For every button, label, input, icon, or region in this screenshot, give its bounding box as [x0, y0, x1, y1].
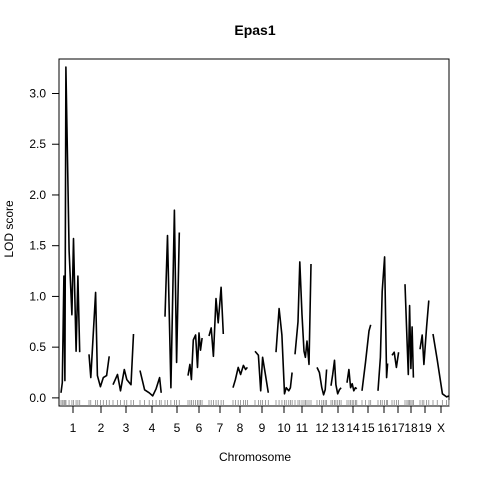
lod-series-chr-7 [208, 286, 225, 358]
lod-curve [60, 66, 450, 398]
lod-series-chr-17 [391, 351, 400, 369]
lod-series-chr-12 [316, 367, 328, 396]
x-tick-label: 19 [418, 421, 432, 435]
y-tick-label: 0.0 [29, 391, 46, 405]
x-tick-label: 6 [196, 421, 203, 435]
marker-rug [60, 400, 450, 406]
lod-series-chr-19 [419, 300, 430, 366]
lod-series-chr-13 [330, 359, 342, 395]
plot-frame [58, 58, 450, 407]
x-tick-label: 10 [277, 421, 291, 435]
x-axis-label: Chromosome [219, 450, 291, 464]
y-tick-label: 1.0 [29, 289, 46, 303]
y-tick-label: 3.0 [29, 86, 46, 100]
lod-series-chr-X [432, 333, 450, 398]
lod-series-chr-6 [187, 332, 203, 381]
lod-series-chr-8 [232, 364, 249, 388]
x-tick-label: 8 [237, 421, 244, 435]
lod-series-chr-11 [294, 261, 312, 366]
lod-series-chr-18 [404, 284, 415, 378]
x-tick-label: 14 [346, 421, 360, 435]
x-axis: 1 2 3 4 5 6 7 8 9 10 11 12 13 14 15 16 17 18 19 X [70, 406, 445, 435]
y-tick-label: 1.5 [29, 239, 46, 253]
lod-series-chr-4 [139, 370, 162, 397]
y-axis: 0.0 0.5 1.0 1.5 2.0 2.5 3.0 [29, 86, 59, 405]
lod-series-chr-9 [254, 350, 270, 393]
x-tick-label: 1 [70, 421, 77, 435]
x-tick-label: 3 [123, 421, 130, 435]
x-tick-label: 9 [259, 421, 266, 435]
lod-series-chr-14 [346, 368, 358, 392]
lod-series-chr-2 [88, 291, 110, 388]
x-tick-label: 15 [361, 421, 375, 435]
x-tick-label: 4 [149, 421, 156, 435]
lod-series-chr-5 [164, 209, 181, 389]
lod-series-chr-16 [377, 256, 389, 391]
y-tick-label: 2.0 [29, 188, 46, 202]
x-tick-label: 18 [404, 421, 418, 435]
x-tick-label: 2 [98, 421, 105, 435]
lod-series-chr-1 [60, 66, 81, 393]
x-tick-label: 13 [331, 421, 345, 435]
x-tick-label: 17 [391, 421, 405, 435]
lod-series-chr-15 [361, 324, 372, 391]
lod-series-chr-3 [112, 333, 135, 392]
x-tick-label: 16 [377, 421, 391, 435]
x-tick-label: 7 [217, 421, 224, 435]
chart-title: Epas1 [234, 22, 275, 38]
x-tick-label: 12 [315, 421, 329, 435]
x-tick-label: 5 [174, 421, 181, 435]
y-tick-label: 0.5 [29, 340, 46, 354]
x-tick-label: X [437, 421, 445, 435]
x-tick-label: 11 [296, 421, 309, 435]
y-axis-label: LOD score [2, 200, 16, 258]
y-tick-label: 2.5 [29, 137, 46, 151]
lod-series-chr-10 [275, 307, 293, 395]
